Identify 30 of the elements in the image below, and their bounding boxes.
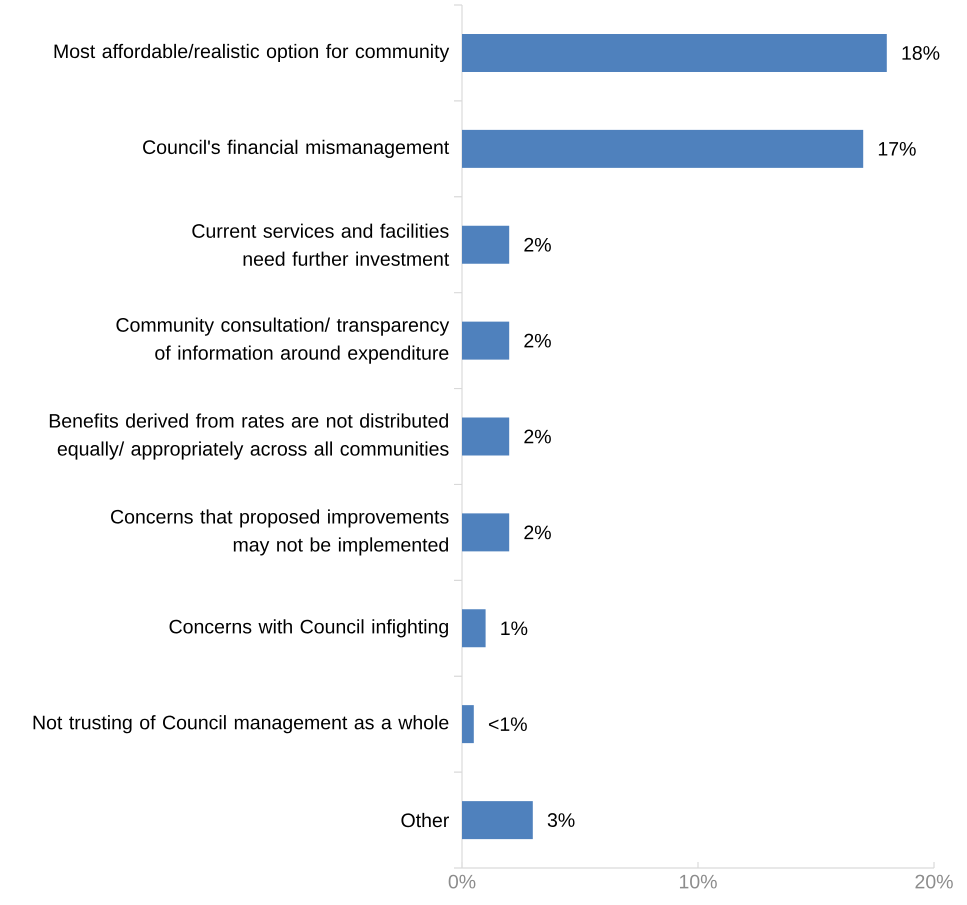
- y-tick-label: Concerns with Council infighting: [170, 619, 448, 638]
- y-tick-label: Community consultation/ transparency of information around expenditure: [116, 318, 450, 364]
- y-tick-label: Most affordable/realistic option for community: [54, 44, 450, 62]
- x-tick-label: 0%: [448, 874, 476, 889]
- bar: [462, 418, 510, 456]
- bar: [462, 130, 864, 168]
- bar: [462, 609, 486, 648]
- data-label: 2%: [524, 430, 551, 444]
- bar: [462, 322, 510, 360]
- bar: [462, 513, 510, 552]
- y-tick-label: Council's financial mismanagement: [143, 140, 450, 158]
- y-tick-label: Benefits derived from rates are not distributed equally/ appropriately across all communities: [50, 413, 449, 460]
- y-tick-label: Current services and facilities need further investment: [192, 224, 450, 266]
- y-tick-label: Other: [401, 812, 449, 828]
- data-label: 2%: [524, 526, 551, 540]
- data-label: 2%: [524, 334, 551, 348]
- data-label: 1%: [501, 621, 528, 636]
- data-label: 2%: [524, 238, 551, 252]
- bar: [462, 705, 474, 744]
- data-label: 18%: [902, 46, 940, 60]
- data-label: 17%: [878, 142, 916, 156]
- data-label: <1%: [488, 717, 527, 731]
- bar: [462, 801, 533, 840]
- y-tick-label: Concerns that proposed improvements may not be implemented: [111, 509, 449, 556]
- y-tick-label: Not trusting of Council management as a whole: [34, 715, 448, 734]
- bar: [462, 226, 510, 264]
- data-label: 3%: [548, 813, 574, 827]
- x-tick-label: 20%: [915, 874, 953, 889]
- x-tick-label: 10%: [680, 874, 717, 889]
- bar: [462, 34, 887, 72]
